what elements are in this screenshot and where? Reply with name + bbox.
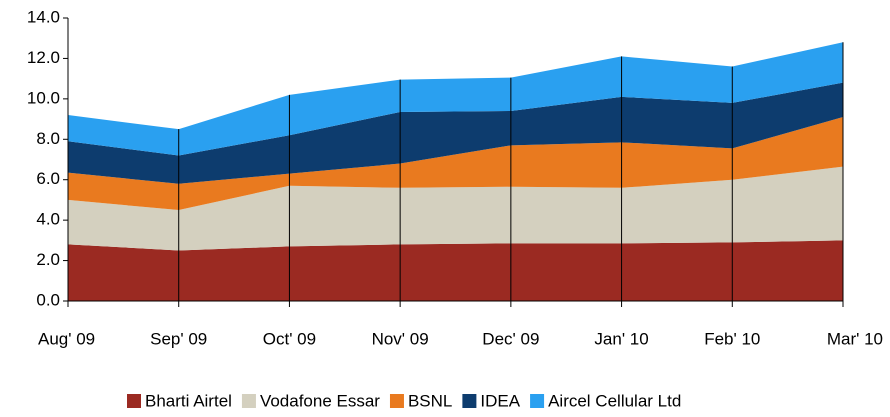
legend-swatch <box>530 394 545 408</box>
x-tick-label: Mar' 10 <box>827 329 883 348</box>
area <box>68 240 843 301</box>
legend-label: Aircel Cellular Ltd <box>548 391 681 410</box>
y-tick-label: 8.0 <box>36 129 60 148</box>
legend-swatch <box>389 394 404 408</box>
legend-label: IDEA <box>480 391 520 410</box>
x-tick-label: Jan' 10 <box>594 329 648 348</box>
legend-swatch <box>241 394 256 408</box>
y-tick-label: 4.0 <box>36 210 60 229</box>
area <box>68 42 843 156</box>
y-tick-label: 0.0 <box>36 290 60 309</box>
legend-label: Vodafone Essar <box>260 391 380 410</box>
y-tick-label: 6.0 <box>36 169 60 188</box>
area <box>68 117 843 211</box>
legend-label: Bharti Airtel <box>145 391 232 410</box>
area <box>68 166 843 251</box>
area <box>68 82 843 184</box>
x-tick-label: Feb' 10 <box>704 329 760 348</box>
legend-swatch <box>127 394 141 408</box>
x-tick-label: Dec' 09 <box>482 329 539 348</box>
y-tick-label: 10.0 <box>27 88 60 107</box>
y-tick-label: 14.0 <box>27 7 60 26</box>
legend-label: BSNL <box>408 391 452 410</box>
legend-swatch <box>462 394 477 408</box>
x-tick-label: Oct' 09 <box>263 329 316 348</box>
x-tick-label: Aug' 09 <box>38 329 95 348</box>
x-tick-label: Nov' 09 <box>372 329 429 348</box>
y-tick-label: 2.0 <box>36 250 60 269</box>
y-tick-label: 12.0 <box>27 48 60 67</box>
x-tick-label: Sep' 09 <box>150 329 207 348</box>
